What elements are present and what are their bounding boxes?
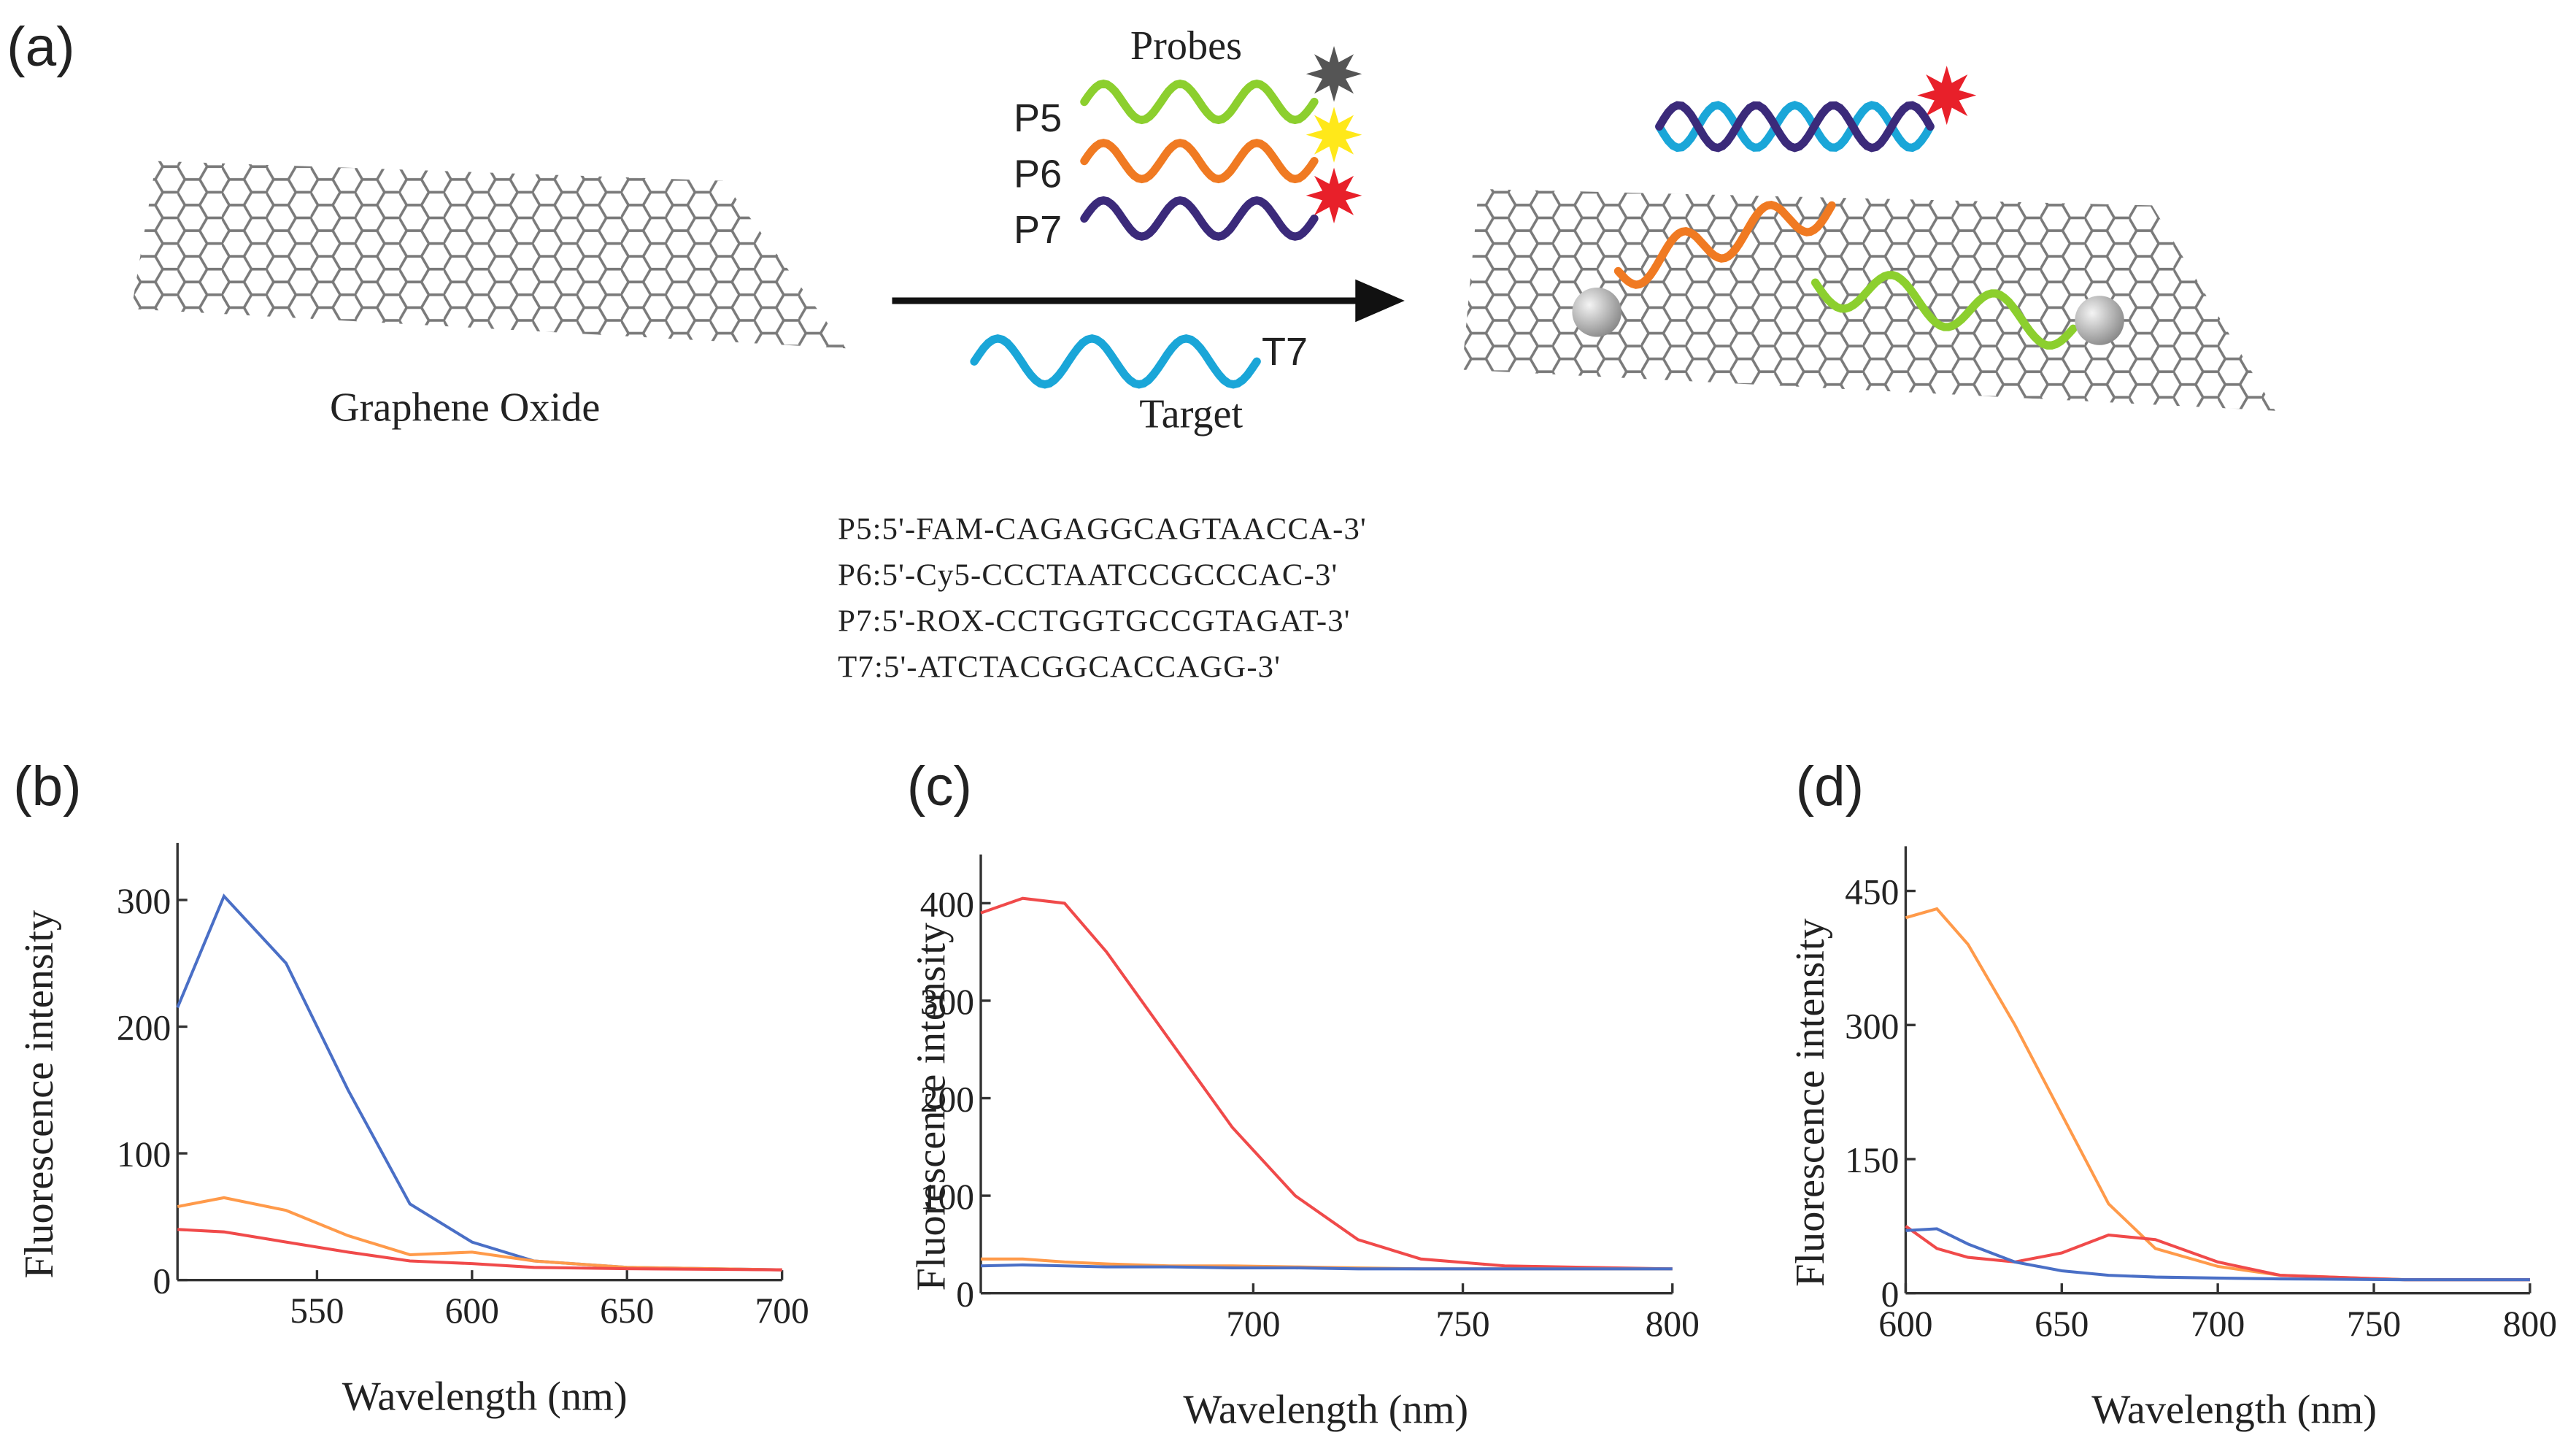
fluorophore [1306,46,1362,102]
y-tick-label: 200 [117,1008,171,1048]
strand [970,334,1261,389]
y-axis-title: Fluorescence intensity [909,923,955,1291]
strands [970,46,2124,389]
graphene-label: Graphene Oxide [330,385,600,430]
probe-label: P6 [1014,153,1062,196]
y-tick-label: 0 [153,1261,171,1301]
graphene-sheet [131,161,847,349]
sequence: P6:5'-Cy5-CCCTAATCCGCCCAC-3' [838,558,1338,592]
x-tick-label: 650 [600,1291,654,1331]
x-tick-label: 750 [1435,1304,1489,1344]
y-tick-label: 150 [1845,1140,1899,1180]
series-line [980,896,1673,1271]
series-line [176,893,782,1272]
series-line [177,1228,782,1272]
probes-label: Probes [1130,23,1242,69]
y-tick-label: 0 [956,1274,974,1315]
strand [1655,101,1935,153]
y-tick-label: 300 [920,982,974,1022]
y-tick-label: 300 [1845,1006,1899,1046]
x-tick-label: 750 [2347,1304,2401,1344]
panel-label: (b) [13,755,82,818]
y-tick-label: 450 [1845,872,1899,912]
series-line [1905,1227,2530,1282]
strand [1080,80,1319,125]
series-line [177,1196,782,1272]
fluorophore [1306,167,1362,224]
y-tick-label: 100 [920,1177,974,1217]
arrowhead [1355,279,1405,323]
target-label: Target [1139,391,1243,437]
series-line [980,1263,1673,1271]
y-tick-label: 200 [920,1080,974,1120]
panel-label: (c) [907,755,972,818]
x-tick-label: 650 [2035,1304,2089,1344]
anchor [2075,296,2124,345]
y-tick-label: 0 [1881,1274,1900,1315]
x-axis-title: Wavelength (nm) [1183,1387,1468,1432]
x-tick-label: 550 [290,1291,344,1331]
sequence: P5:5'-FAM-CAGAGGCAGTAACCA-3' [838,512,1367,546]
panel-label: (a) [7,16,75,78]
series-line [1905,1225,2530,1282]
strand [1613,200,1836,289]
x-tick-label: 700 [1226,1304,1280,1344]
anchor [1572,287,1621,337]
fluorophore [1306,107,1362,163]
x-tick-label: 700 [2191,1304,2245,1344]
sequence: T7:5'-ATCTACGGCACCAGG-3' [838,650,1281,684]
strand [1655,101,1935,153]
probe-label: P7 [1014,208,1062,252]
x-tick-label: 800 [2503,1304,2557,1344]
strand [1810,271,2078,350]
x-tick-label: 600 [445,1291,499,1331]
probe-label: P5 [1014,96,1062,140]
strand [1080,139,1319,184]
x-tick-label: 600 [1878,1304,1932,1344]
y-axis-title: Fluorescence intensity [1788,918,1833,1287]
panel-label: (d) [1796,755,1864,818]
x-tick-label: 800 [1646,1304,1700,1344]
target-name: T7 [1262,330,1308,374]
x-tick-label: 700 [755,1291,809,1331]
sequence: P7:5'-ROX-CCTGGTGCCGTAGAT-3' [838,604,1350,638]
x-axis-title: Wavelength (nm) [2091,1387,2377,1432]
y-tick-label: 300 [117,881,171,921]
x-axis-title: Wavelength (nm) [342,1374,628,1419]
fluorophore [1917,66,1977,126]
y-tick-label: 400 [920,884,974,924]
strand [1080,196,1319,241]
series-line [1905,907,2530,1282]
y-axis-title: Fluorescence intensity [17,910,62,1279]
y-tick-label: 100 [117,1134,171,1174]
